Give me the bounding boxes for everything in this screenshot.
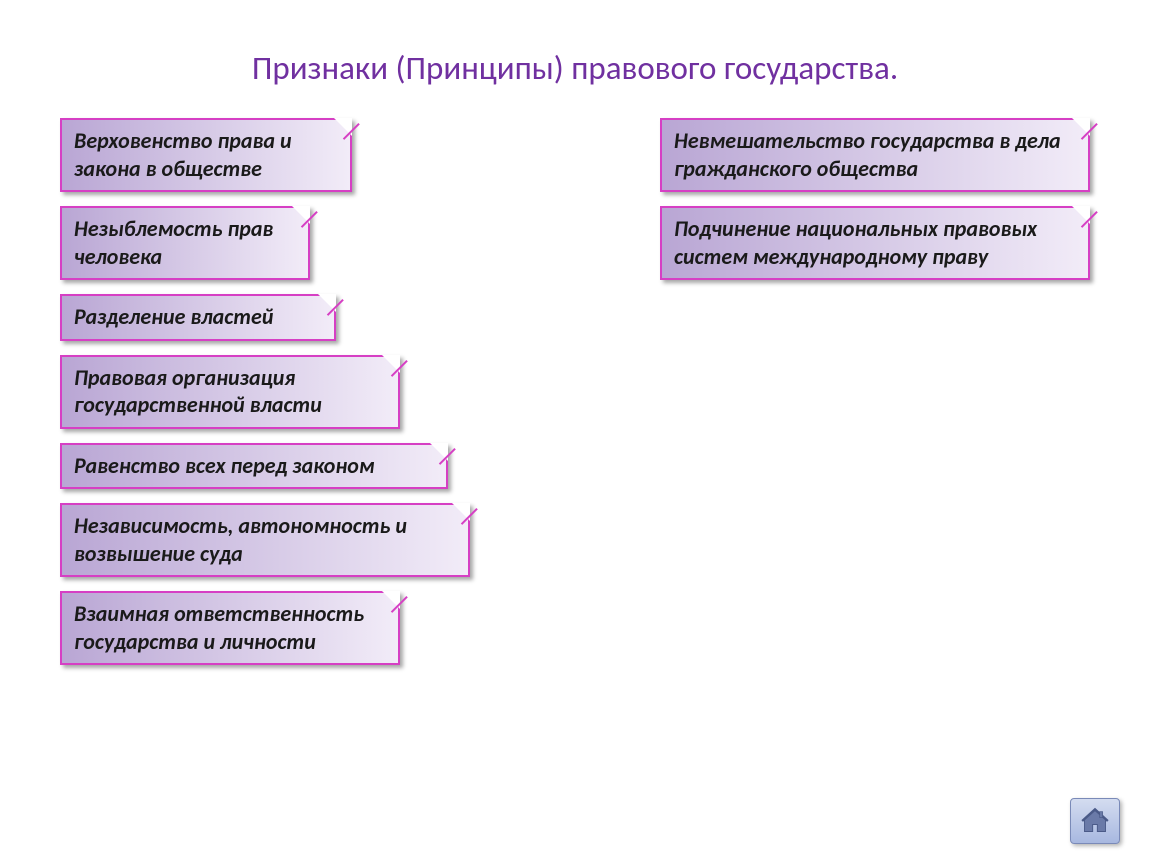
principle-label: Незыблемость прав человека	[74, 215, 273, 270]
principle-box: Взаимная ответственность государства и л…	[60, 591, 400, 665]
principle-box: Невмешательство государства в дела гражд…	[660, 118, 1090, 192]
principle-box: Подчинение национальных правовых систем …	[660, 206, 1090, 280]
principle-label: Верховенство права и закона в обществе	[74, 127, 292, 182]
content-columns: Верховенство права и закона в обществе Н…	[0, 118, 1150, 665]
right-column: Невмешательство государства в дела гражд…	[660, 118, 1090, 665]
principle-label: Подчинение национальных правовых систем …	[674, 215, 1037, 270]
principle-label: Взаимная ответственность государства и л…	[74, 600, 364, 655]
principle-label: Независимость, автономность и возвышение…	[74, 512, 407, 567]
home-icon	[1081, 807, 1109, 835]
principle-label: Правовая организация государственной вла…	[74, 364, 322, 419]
principle-box: Независимость, автономность и возвышение…	[60, 503, 470, 577]
principle-box: Равенство всех перед законом	[60, 443, 448, 490]
home-button[interactable]	[1070, 798, 1120, 844]
principle-box: Правовая организация государственной вла…	[60, 355, 400, 429]
principle-box: Незыблемость прав человека	[60, 206, 310, 280]
principle-box: Верховенство права и закона в обществе	[60, 118, 352, 192]
principle-box: Разделение властей	[60, 294, 336, 341]
page-title: Признаки (Принципы) правового государств…	[0, 0, 1150, 118]
left-column: Верховенство права и закона в обществе Н…	[60, 118, 470, 665]
principle-label: Невмешательство государства в дела гражд…	[674, 127, 1061, 182]
principle-label: Разделение властей	[74, 303, 273, 330]
principle-label: Равенство всех перед законом	[74, 452, 375, 479]
